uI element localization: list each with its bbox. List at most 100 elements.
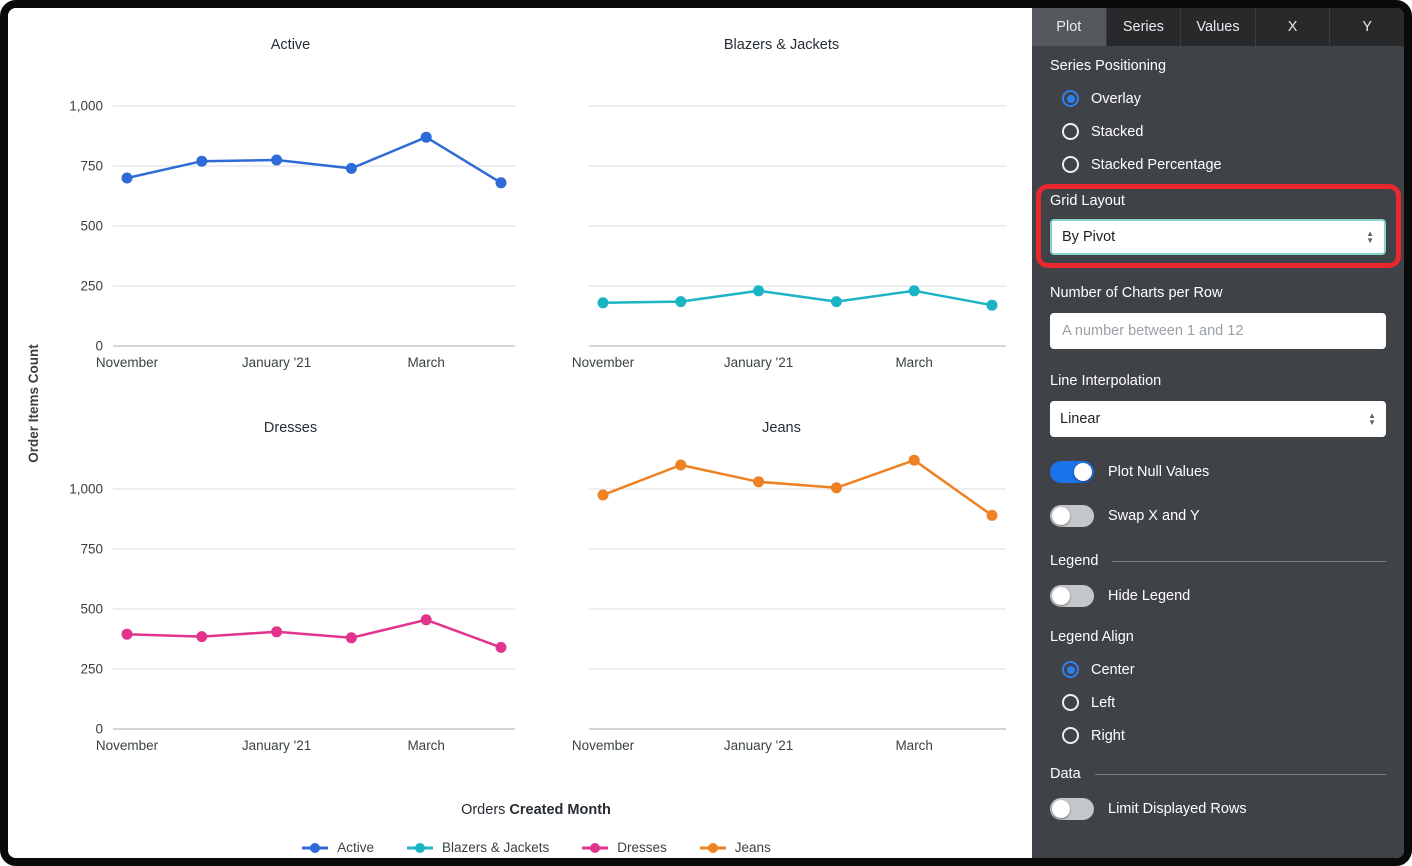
- limit-displayed-rows-toggle-row[interactable]: Limit Displayed Rows: [1050, 798, 1386, 820]
- series-line: [125, 135, 503, 185]
- x-tick-label: March: [407, 355, 445, 370]
- data-point: [121, 172, 133, 184]
- radio-icon: [1062, 694, 1079, 711]
- toggle-knob: [1074, 463, 1092, 481]
- data-point: [675, 296, 687, 308]
- x-tick-label: January '21: [242, 355, 311, 370]
- line-interpolation-value: Linear: [1060, 411, 1101, 427]
- chart-panel-active: Active 0 250 500 750 1,000 November January '21…: [58, 22, 523, 378]
- legend-section-title: Legend: [1050, 553, 1099, 569]
- data-point: [986, 299, 998, 311]
- hide-legend-toggle[interactable]: [1050, 585, 1094, 607]
- data-point: [196, 631, 208, 643]
- data-point: [420, 131, 432, 143]
- chart-title: Active: [270, 37, 311, 53]
- series-line: [125, 618, 503, 649]
- data-point: [675, 459, 687, 471]
- legend-item-dresses[interactable]: Dresses: [581, 840, 667, 855]
- radio-label: Left: [1091, 694, 1116, 711]
- radio-label: Overlay: [1091, 90, 1141, 107]
- legend-item-jeans[interactable]: Jeans: [699, 840, 771, 855]
- chart-legend: Active Blazers & Jackets Dresses Jeans: [58, 840, 1014, 855]
- legend-marker: [302, 842, 329, 853]
- series-line: [601, 458, 994, 517]
- chart-canvas-area: Order Items Count Active 0 250 500 750 1,000 N…: [8, 8, 1032, 858]
- radio-stacked-percentage[interactable]: Stacked Percentage: [1050, 156, 1386, 173]
- x-axis-title-view: Orders: [461, 802, 506, 818]
- swap-x-y-toggle[interactable]: [1050, 505, 1094, 527]
- grid-layout-label: Grid Layout: [1050, 193, 1125, 209]
- data-point: [420, 614, 432, 626]
- radio-overlay[interactable]: Overlay: [1050, 90, 1386, 107]
- tab-y[interactable]: Y: [1362, 19, 1372, 35]
- toggle-label: Plot Null Values: [1108, 464, 1210, 480]
- radio-label: Center: [1091, 661, 1135, 678]
- line-interpolation-select[interactable]: Linear ▲ ▼: [1050, 401, 1386, 437]
- tab-x[interactable]: X: [1256, 8, 1331, 46]
- radio-label: Stacked Percentage: [1091, 156, 1222, 173]
- data-point: [830, 482, 842, 494]
- tab-plot[interactable]: Plot: [1032, 8, 1107, 46]
- y-tick-label: 0: [95, 339, 103, 354]
- tab-values[interactable]: Values: [1181, 8, 1256, 46]
- data-point: [908, 285, 920, 297]
- chart-title: Dresses: [263, 420, 318, 436]
- radio-legend-right[interactable]: Right: [1050, 727, 1386, 744]
- vis-config-panel: Plot Series Values X Y Series Positionin…: [1032, 8, 1404, 858]
- legend-item-blazers-jackets[interactable]: Blazers & Jackets: [406, 840, 549, 855]
- charts-grid: Active 0 250 500 750 1,000 November January '21…: [58, 22, 1014, 761]
- grid-layout-select[interactable]: By Pivot ▲ ▼: [1050, 219, 1386, 255]
- data-point: [830, 296, 842, 308]
- data-point: [495, 641, 507, 653]
- hide-legend-toggle-row[interactable]: Hide Legend: [1050, 585, 1386, 607]
- x-tick-label: January '21: [242, 738, 311, 753]
- toggle-knob: [1052, 587, 1070, 605]
- legend-label: Dresses: [617, 840, 667, 855]
- legend-align-label: Legend Align: [1050, 629, 1134, 645]
- radio-icon: [1062, 727, 1079, 744]
- radio-icon: [1062, 123, 1079, 140]
- toggle-knob: [1052, 800, 1070, 818]
- radio-stacked[interactable]: Stacked: [1050, 123, 1386, 140]
- x-tick-label: March: [895, 738, 933, 753]
- data-point: [986, 509, 998, 521]
- swap-x-y-toggle-row[interactable]: Swap X and Y: [1050, 505, 1386, 527]
- data-point: [121, 628, 133, 640]
- series-positioning-label: Series Positioning: [1050, 58, 1167, 74]
- tab-series[interactable]: Series: [1107, 8, 1182, 46]
- radio-legend-left[interactable]: Left: [1050, 694, 1386, 711]
- plot-null-values-toggle[interactable]: [1050, 461, 1094, 483]
- x-tick-label: November: [96, 738, 159, 753]
- legend-section-header: Legend: [1050, 553, 1386, 569]
- data-point: [597, 297, 609, 309]
- x-tick-label: March: [407, 738, 445, 753]
- plot-tab-content: Series Positioning Overlay Stacked Stack…: [1032, 46, 1404, 820]
- plot-null-values-toggle-row[interactable]: Plot Null Values: [1050, 461, 1386, 483]
- legend-label: Blazers & Jackets: [441, 840, 550, 855]
- series-line: [601, 289, 994, 307]
- chart-panel-dresses: Dresses 0 250 500 750 1,000 November January '2…: [58, 405, 523, 761]
- charts-per-row-input[interactable]: [1050, 313, 1386, 349]
- limit-displayed-rows-toggle[interactable]: [1050, 798, 1094, 820]
- data-section-title: Data: [1050, 766, 1081, 782]
- data-point: [597, 489, 609, 501]
- y-tick-label: 0: [95, 722, 103, 737]
- toggle-label: Swap X and Y: [1108, 508, 1200, 524]
- x-axis-title-field: Created Month: [509, 802, 611, 818]
- legend-marker: [699, 842, 726, 853]
- data-point: [753, 285, 765, 297]
- radio-legend-center[interactable]: Center: [1050, 661, 1386, 678]
- y-tick-label: 250: [80, 662, 103, 677]
- toggle-label: Hide Legend: [1108, 588, 1191, 604]
- data-point: [271, 154, 283, 166]
- legend-marker: [406, 842, 433, 853]
- select-updown-icon: ▲ ▼: [1366, 229, 1374, 245]
- legend-item-active[interactable]: Active: [301, 840, 374, 855]
- x-tick-label: January '21: [724, 355, 793, 370]
- radio-label: Stacked: [1091, 123, 1144, 140]
- x-axis-title: Orders Created Month: [58, 802, 1014, 818]
- chart-title: Jeans: [762, 420, 801, 436]
- x-tick-label: January '21: [724, 738, 793, 753]
- legend-marker: [582, 842, 609, 853]
- data-point: [908, 454, 920, 466]
